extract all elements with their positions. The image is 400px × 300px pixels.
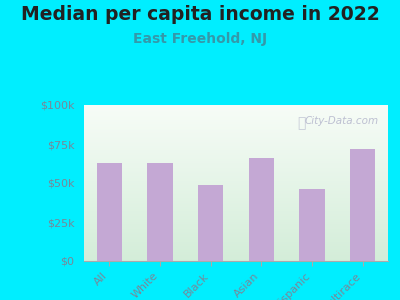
Bar: [97, 163, 122, 261]
Bar: [147, 163, 173, 261]
Bar: [299, 189, 325, 261]
Text: ⌕: ⌕: [297, 116, 305, 130]
Bar: [350, 149, 375, 261]
Text: City-Data.com: City-Data.com: [305, 116, 379, 126]
Bar: [249, 158, 274, 261]
Text: Median per capita income in 2022: Median per capita income in 2022: [21, 4, 379, 23]
Bar: [198, 184, 223, 261]
Text: East Freehold, NJ: East Freehold, NJ: [133, 32, 267, 46]
